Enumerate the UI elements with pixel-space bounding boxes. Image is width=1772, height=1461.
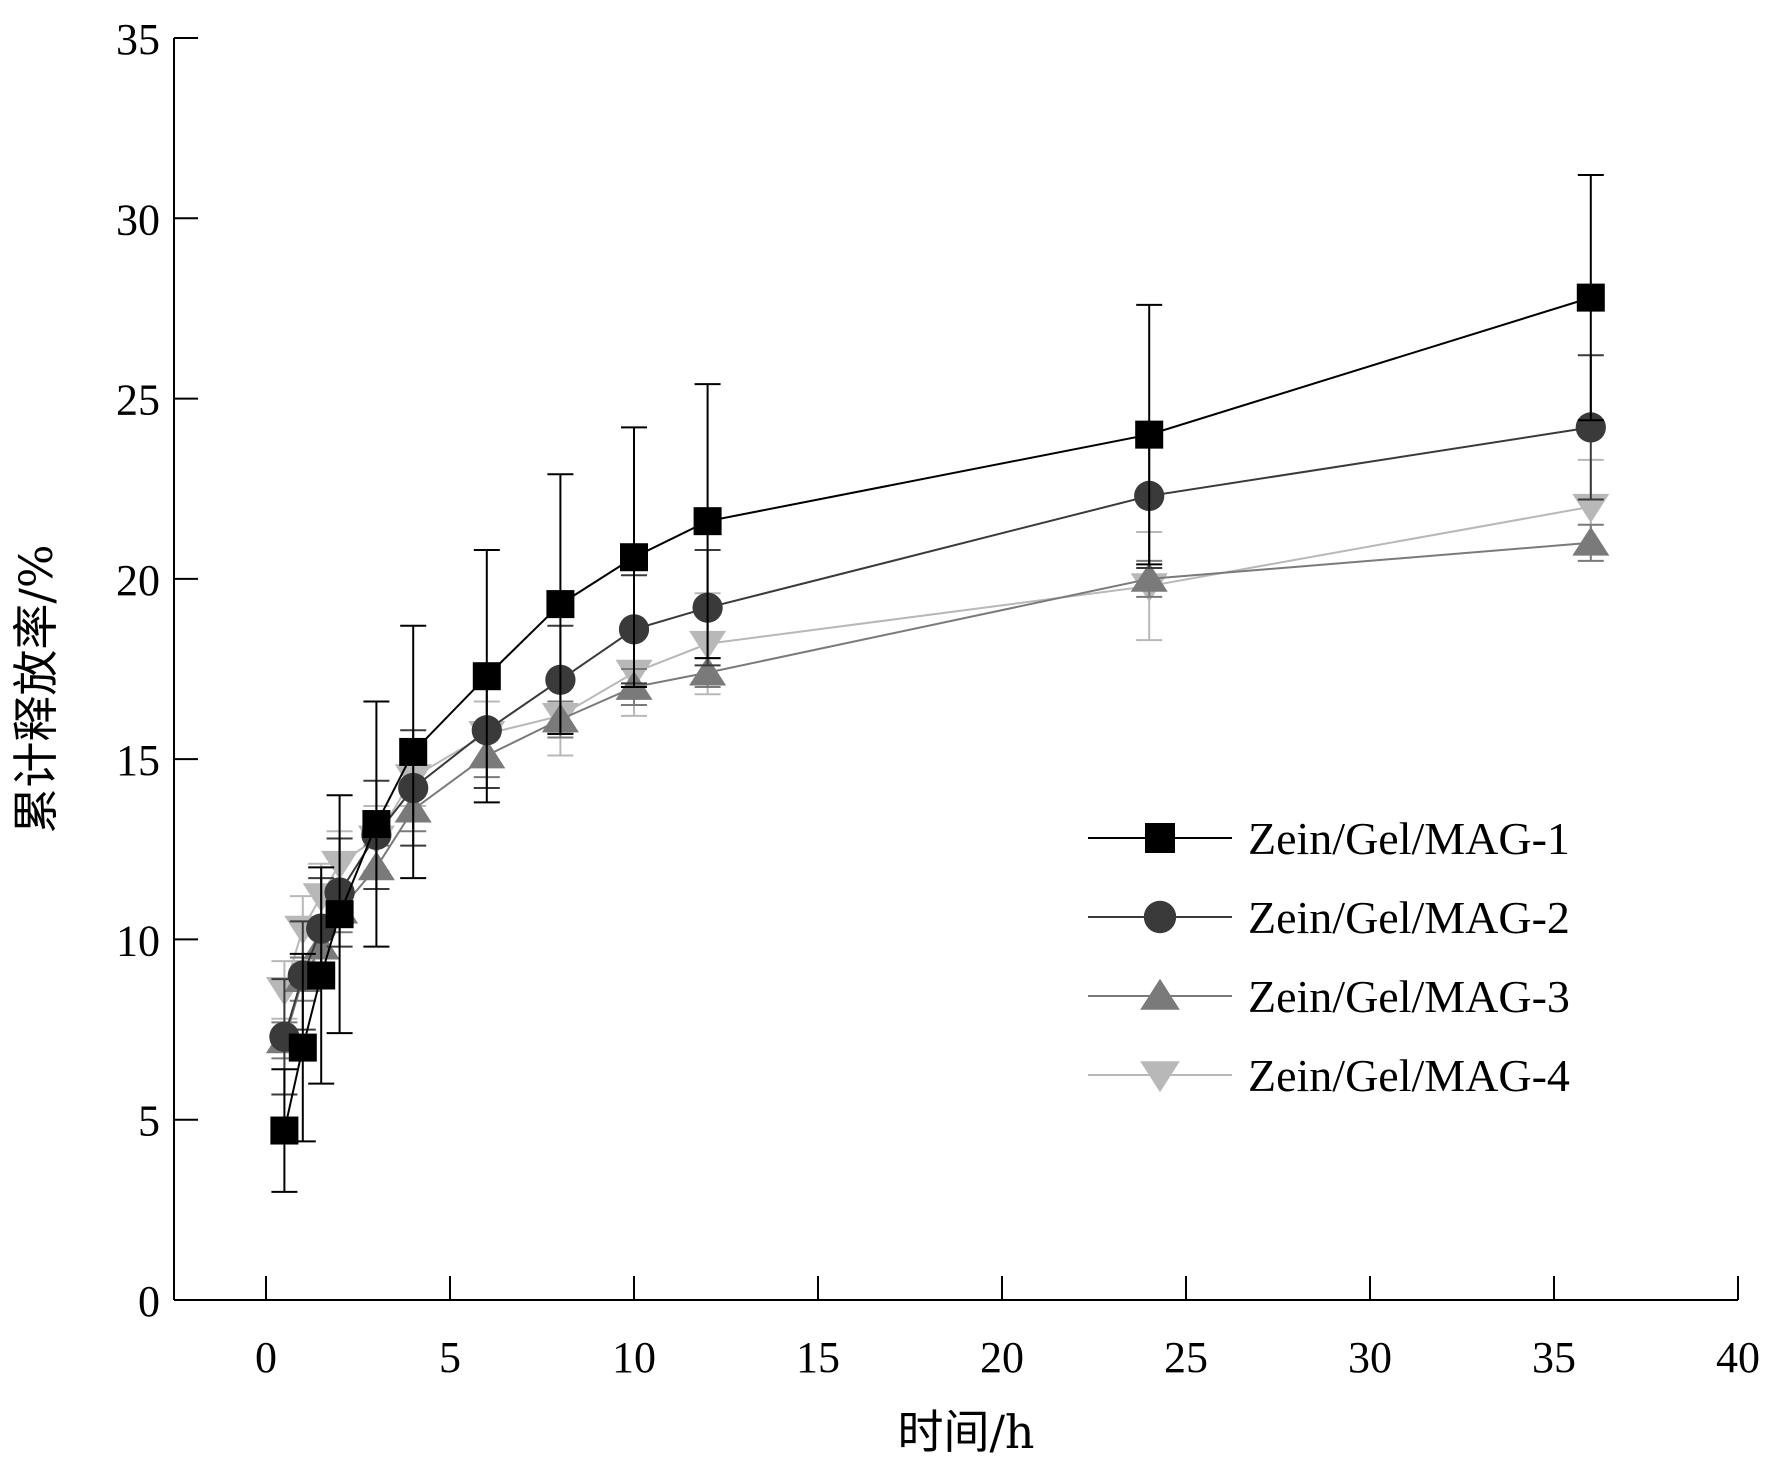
- legend-label: Zein/Gel/MAG-1: [1248, 813, 1570, 864]
- y-tick-label: 35: [116, 15, 160, 64]
- marker-triangle-up: [1130, 562, 1168, 592]
- marker-square: [472, 662, 501, 691]
- x-tick-label: 15: [796, 1333, 840, 1382]
- series-line: [283, 541, 1591, 1041]
- marker-square: [620, 543, 648, 572]
- marker-triangle-down: [1140, 1061, 1180, 1093]
- x-tick-label: 40: [1716, 1333, 1760, 1382]
- legend-label: Zein/Gel/MAG-2: [1248, 892, 1570, 943]
- y-tick-label: 20: [116, 556, 160, 605]
- x-tick-label: 0: [255, 1333, 277, 1382]
- marker-triangle-down: [1572, 493, 1610, 523]
- legend-item: Zein/Gel/MAG-1: [1088, 813, 1570, 864]
- legend: Zein/Gel/MAG-1 Zein/Gel/MAG-2 Zein/Gel/MAG…: [1088, 813, 1570, 1101]
- marker-square: [325, 900, 354, 929]
- marker-square: [1576, 283, 1605, 312]
- y-tick-label: 5: [138, 1097, 160, 1146]
- y-tick-label: 10: [116, 916, 160, 965]
- x-ticks: 0 5 10 15 20 25 30 35 40: [255, 1276, 1760, 1382]
- x-tick-label: 30: [1348, 1333, 1392, 1382]
- legend-item: Zein/Gel/MAG-4: [1088, 1050, 1570, 1101]
- plot-area: [265, 174, 1610, 1193]
- marker-triangle-up: [1140, 978, 1180, 1010]
- marker-square: [399, 737, 428, 766]
- x-tick-label: 5: [439, 1333, 461, 1382]
- y-tick-label: 30: [116, 195, 160, 244]
- marker-circle: [1143, 900, 1177, 934]
- marker-square: [1135, 420, 1164, 449]
- x-tick-label: 25: [1164, 1333, 1208, 1382]
- marker-square: [270, 1116, 299, 1145]
- y-tick-label: 0: [138, 1277, 160, 1326]
- marker-square: [693, 507, 722, 536]
- marker-square: [288, 1033, 317, 1062]
- x-axis-title: 时间/h: [897, 1405, 1034, 1459]
- marker-square: [1145, 823, 1175, 853]
- marker-square: [307, 961, 336, 990]
- legend-label: Zein/Gel/MAG-4: [1248, 1050, 1570, 1101]
- legend-label: Zein/Gel/MAG-3: [1248, 971, 1570, 1022]
- marker-triangle-up: [1572, 526, 1610, 556]
- series-Zein/Gel/MAG-1: [270, 174, 1605, 1193]
- legend-item: Zein/Gel/MAG-2: [1088, 892, 1570, 943]
- marker-square: [546, 590, 575, 619]
- marker-triangle-up: [689, 656, 727, 686]
- axes: 0 5 10 15 20 25 30 35 40 0 5 10 15 20 25 30 35: [116, 15, 1760, 1382]
- legend-item: Zein/Gel/MAG-3: [1088, 971, 1570, 1022]
- marker-square: [362, 810, 391, 839]
- y-ticks: 0 5 10 15 20 25 30 35: [116, 15, 198, 1326]
- y-tick-label: 25: [116, 376, 160, 425]
- x-tick-label: 20: [980, 1333, 1024, 1382]
- y-axis-title: 累计释放率/%: [9, 544, 63, 833]
- x-tick-label: 35: [1532, 1333, 1576, 1382]
- y-tick-label: 15: [116, 736, 160, 785]
- x-tick-label: 10: [612, 1333, 656, 1382]
